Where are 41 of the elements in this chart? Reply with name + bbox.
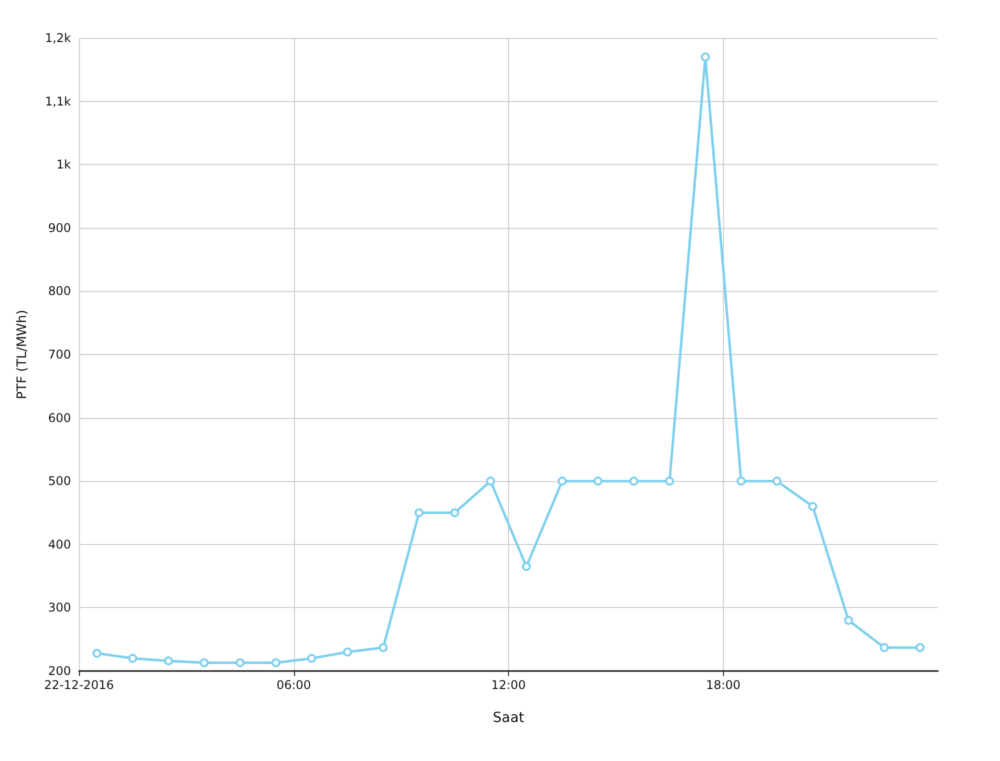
x-tick-label: 06:00	[276, 678, 312, 692]
point	[880, 643, 889, 652]
y-tick-label: 1k	[56, 158, 72, 172]
point	[164, 656, 173, 666]
point	[200, 658, 209, 668]
y-tick-label: 800	[48, 284, 71, 298]
point	[271, 658, 280, 668]
point	[342, 648, 352, 657]
point	[307, 654, 316, 663]
x-tick-label: 22-12-2016	[44, 678, 114, 692]
y-tick-label: 1,1k	[44, 94, 72, 108]
point	[629, 476, 638, 486]
x-tick-label: 12:00	[491, 678, 526, 692]
y-tick-label: 300	[48, 600, 71, 615]
point	[378, 643, 388, 652]
point	[558, 476, 567, 486]
y-tick-label: 600	[48, 410, 71, 425]
x-tick-label: 18:00	[706, 678, 741, 692]
point	[844, 616, 854, 625]
x-axis-title: Saat	[492, 710, 525, 726]
point	[92, 648, 102, 658]
y-tick-label: 1,2k	[44, 31, 72, 45]
point	[414, 508, 424, 518]
y-tick-label: 500	[48, 474, 71, 488]
point	[450, 508, 460, 518]
y-tick-label: 200	[48, 664, 71, 678]
y-tick-label: 700	[48, 348, 71, 362]
point	[736, 476, 746, 486]
y-axis-title: PTF (TL/MWh)	[15, 310, 30, 400]
point	[486, 476, 496, 486]
point	[665, 476, 674, 486]
y-tick-label: 900	[48, 220, 71, 235]
point	[236, 658, 245, 668]
point	[808, 502, 818, 511]
point	[522, 562, 531, 572]
point	[916, 643, 925, 652]
point	[128, 654, 138, 663]
point	[700, 52, 710, 62]
y-tick-label: 400	[48, 537, 71, 552]
point	[772, 476, 782, 486]
point	[593, 476, 602, 486]
